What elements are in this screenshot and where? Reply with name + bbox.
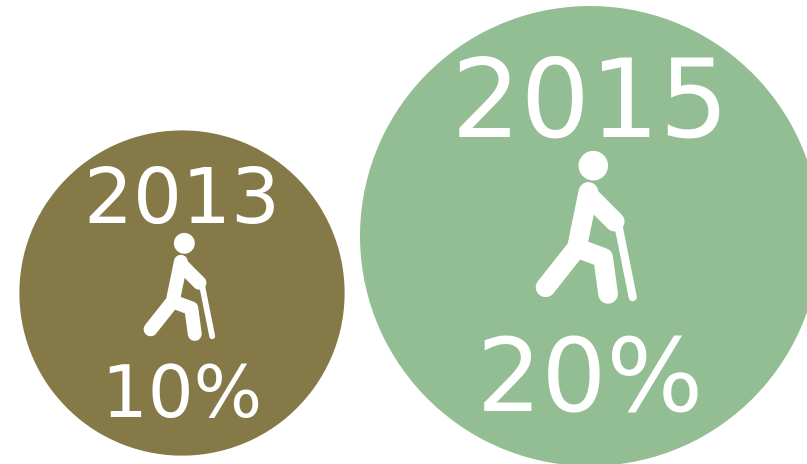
hiker-body [535, 182, 625, 304]
bubble [19, 130, 345, 456]
hiker-head [578, 150, 609, 181]
hiker-icon [535, 150, 637, 304]
value-label: 10% [102, 351, 262, 435]
year-label: 2015 [451, 36, 728, 163]
year-label: 2013 [84, 152, 280, 242]
hiker-stick [612, 210, 637, 302]
value-label: 20% [477, 317, 704, 436]
hiker-head [173, 232, 195, 254]
hiker-icon [143, 232, 216, 341]
hiker-stick [197, 275, 216, 340]
hiker-body [143, 254, 207, 341]
